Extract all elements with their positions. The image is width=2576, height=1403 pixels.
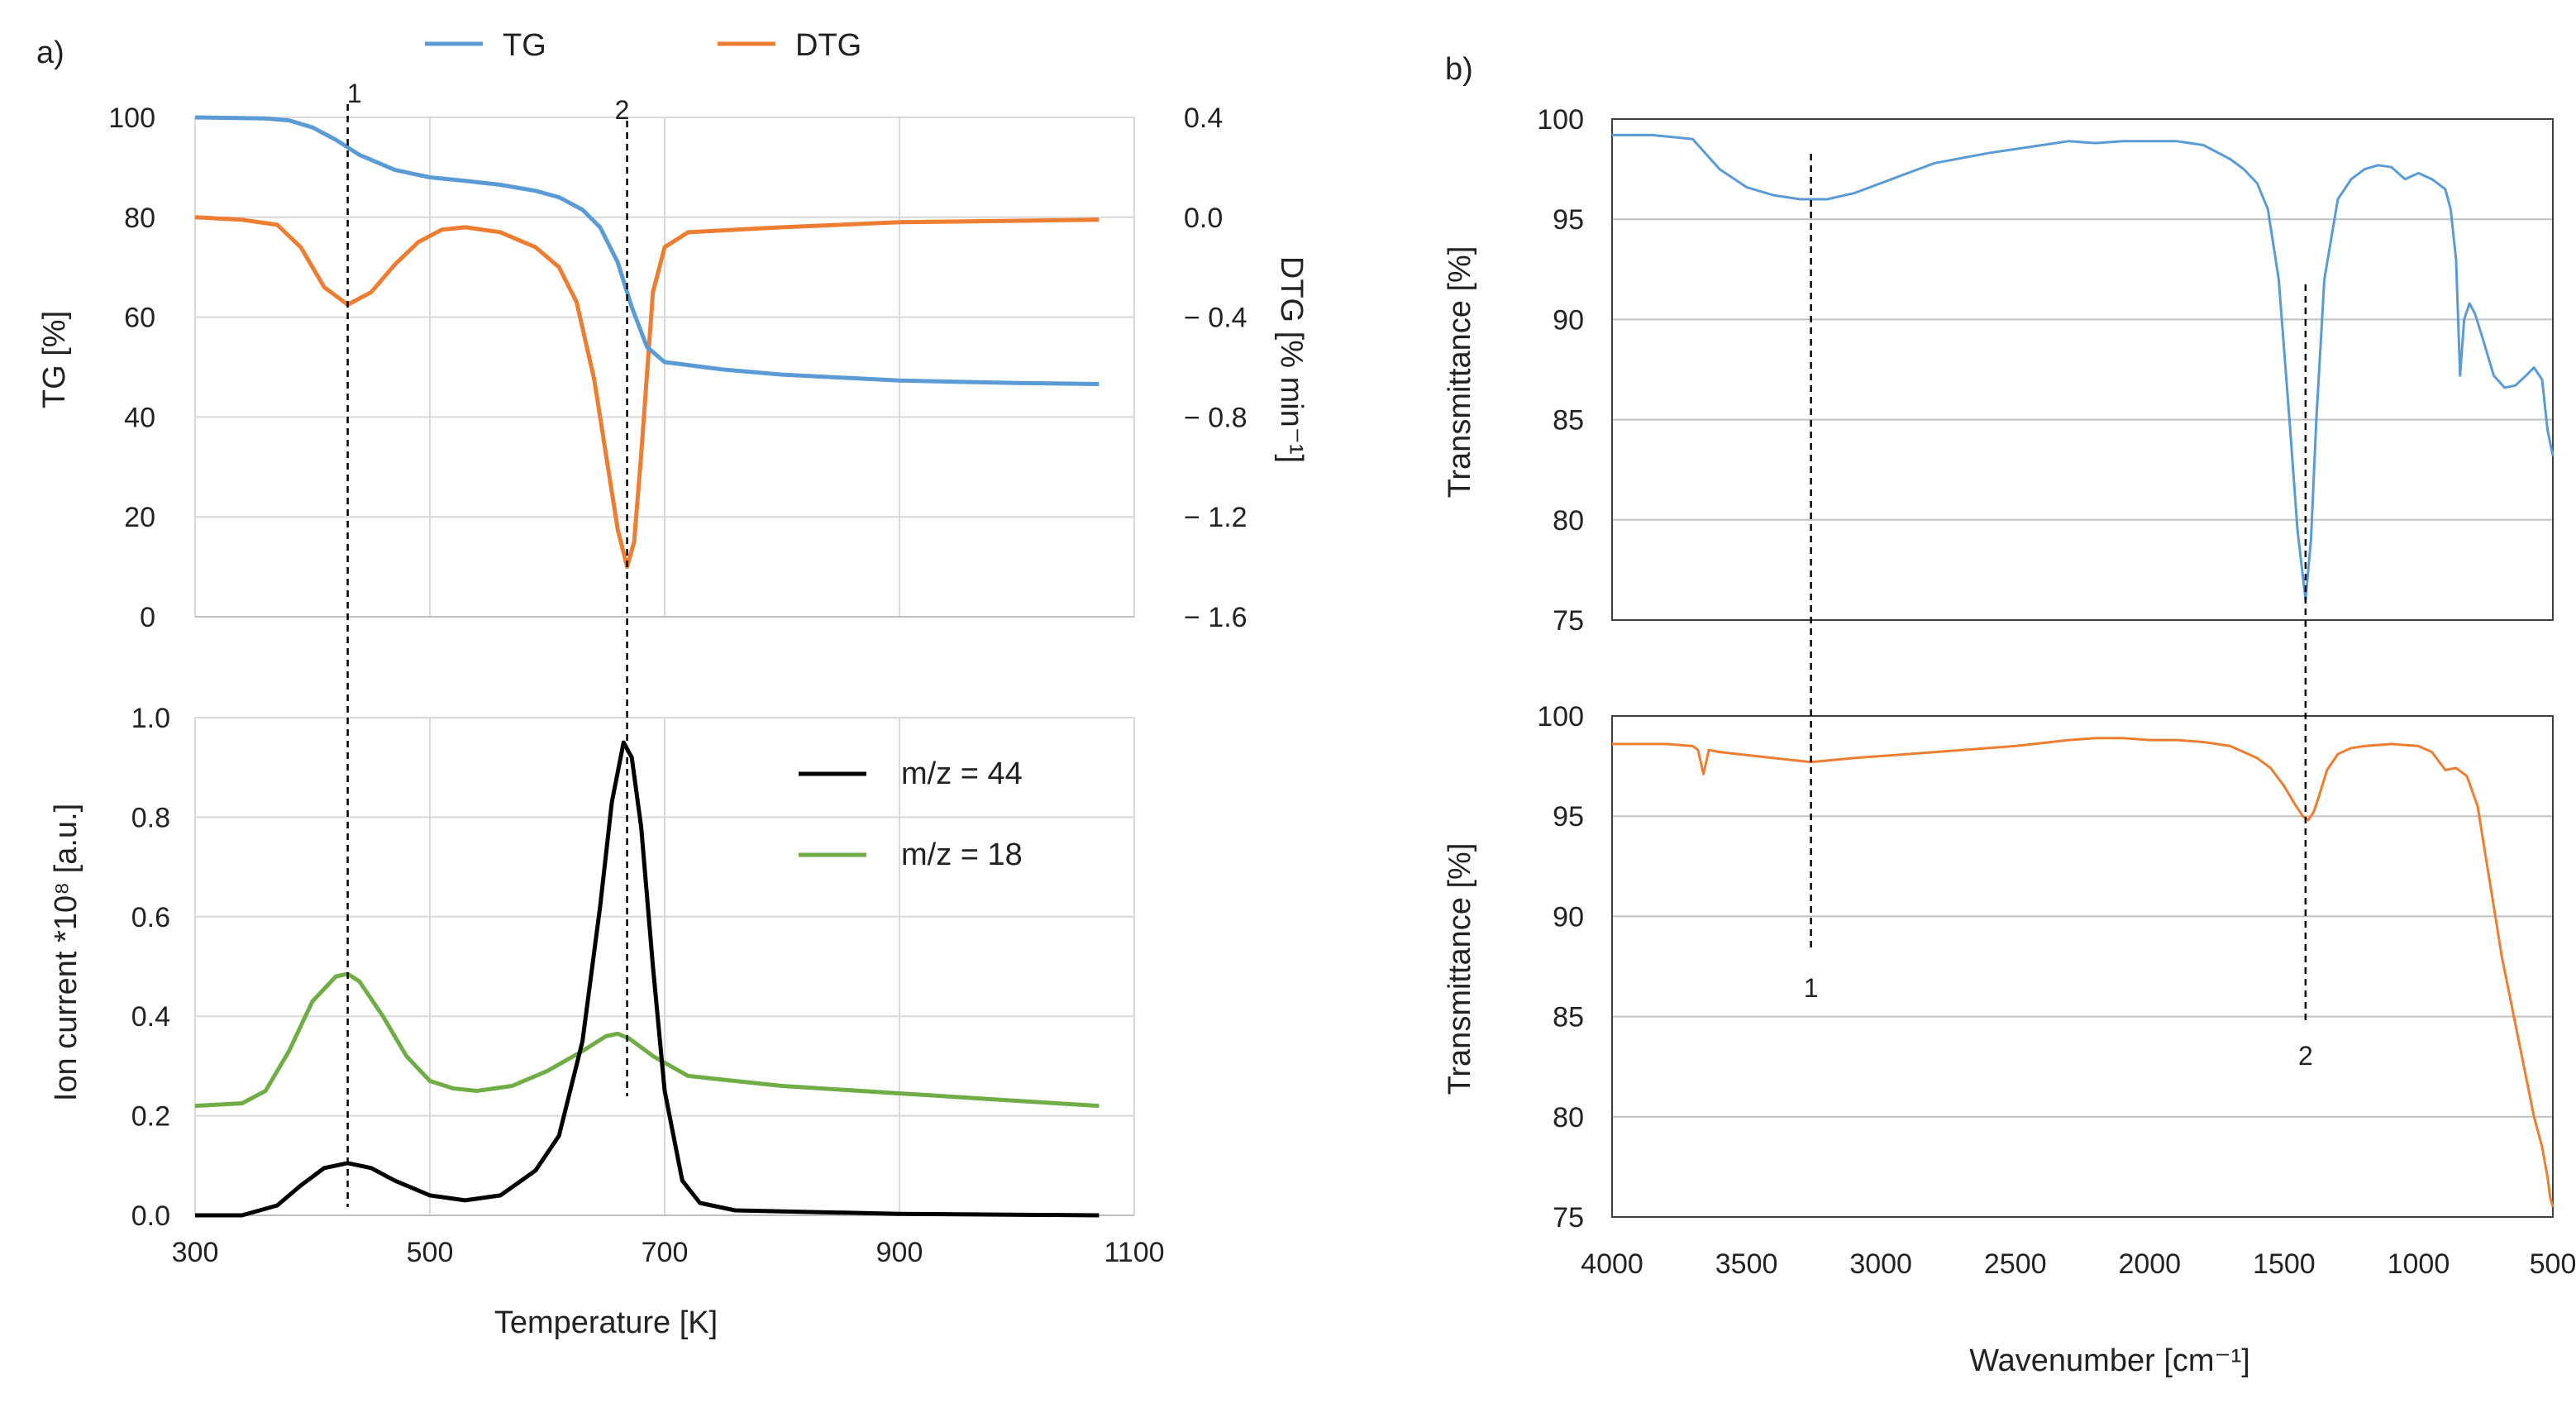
temperature-axis-label: Temperature [K] [494, 1305, 718, 1340]
ion-series [194, 740, 1100, 1218]
dtg-y-tick: − 1.6 [1184, 602, 1247, 633]
ion-gridlines [194, 717, 1135, 1216]
ftir-bottom-spectrum [1612, 737, 2555, 1208]
dtg-y-tick: 0.0 [1184, 203, 1223, 234]
dtg-y-tick-labels: 0.4 0.0 − 0.4 − 0.8 − 1.2 − 1.6 [1184, 103, 1247, 633]
wavenumber-x-tick: 3500 [1715, 1248, 1778, 1280]
temperature-x-tick: 900 [876, 1237, 923, 1268]
ion-y-tick: 0.6 [131, 902, 170, 933]
tga-marker-2-label: 2 [615, 95, 630, 125]
ftir-top-y-tick: 90 [1553, 304, 1584, 336]
ftir-bottom-y-tick: 90 [1553, 901, 1584, 933]
tg-y-tick: 20 [124, 502, 155, 533]
ftir-marker-1-label: 1 [1804, 973, 1819, 1003]
tg-line [194, 115, 1100, 386]
ftir-bottom-y-axis-label: Transmittance [%] [1443, 843, 1477, 1095]
tg-y-tick-labels: 0 20 40 60 80 100 [108, 103, 155, 633]
legend-mz44-label: m/z = 44 [901, 756, 1023, 791]
ftir-bottom-series [1612, 737, 2555, 1208]
ftir-top-y-tick-labels: 75 80 85 90 95 100 [1537, 104, 1584, 637]
dtg-y-tick: − 0.4 [1184, 303, 1247, 334]
ion-legend: m/z = 44 m/z = 18 [799, 756, 1023, 872]
dtg-y-axis-label: DTG [% min⁻¹] [1274, 256, 1309, 463]
dtg-line [194, 215, 1100, 570]
ftir-x-tick-labels: 4000 3500 3000 2500 2000 1500 1000 500 [1581, 1248, 2576, 1280]
tg-y-tick: 60 [124, 303, 155, 334]
wavenumber-x-tick: 2000 [2118, 1248, 2181, 1280]
ftir-bottom-frame [1611, 715, 2554, 1218]
ion-y-tick: 1.0 [131, 703, 170, 734]
ftir-bottom-y-tick: 85 [1553, 1002, 1584, 1033]
dtg-y-tick: − 0.8 [1184, 402, 1247, 433]
ftir-top-y-tick: 100 [1537, 104, 1584, 136]
tg-gridlines [194, 117, 1135, 618]
ftir-bottom-y-tick-labels: 75 80 85 90 95 100 [1537, 701, 1584, 1234]
ion-y-tick-labels: 0.0 0.2 0.4 0.6 0.8 1.0 [131, 703, 170, 1232]
ftir-top-y-tick: 85 [1553, 405, 1584, 437]
ion-current-chart: 0.0 0.2 0.4 0.6 0.8 1.0 300 500 700 900 1100 Ion … [49, 703, 1165, 1340]
ftir-top-y-axis-label: Transmittance [%] [1443, 246, 1477, 499]
ftir-bottom-y-tick: 75 [1553, 1202, 1584, 1234]
tga-marker-1-label: 1 [347, 79, 362, 108]
ftir-top-spectrum [1612, 133, 2555, 602]
wavenumber-x-tick: 1500 [2253, 1248, 2316, 1280]
ion-y-tick: 0.4 [131, 1001, 170, 1033]
ftir-top-chart: 75 80 85 90 95 100 Transmittance [%] [1443, 104, 2555, 637]
legend-mz18-label: m/z = 18 [901, 838, 1023, 872]
ftir-top-series [1612, 133, 2555, 602]
tg-y-tick: 80 [124, 203, 155, 234]
wavenumber-axis-label: Wavenumber [cm⁻¹] [1969, 1343, 2250, 1378]
ion-y-tick: 0.2 [131, 1101, 170, 1133]
ftir-bottom-y-tick: 100 [1537, 701, 1584, 733]
ftir-top-frame [1611, 118, 2554, 621]
ion-x-tick-labels: 300 500 700 900 1100 [172, 1237, 1165, 1268]
temperature-x-tick: 500 [407, 1237, 454, 1268]
wavenumber-x-tick: 4000 [1581, 1248, 1643, 1280]
ftir-top-gridlines [1611, 118, 2554, 621]
ion-y-tick: 0.0 [131, 1200, 170, 1232]
legend-tg-dtg: TG DTG [425, 28, 861, 63]
wavenumber-x-tick: 500 [2530, 1248, 2576, 1280]
ftir-top-y-tick: 80 [1553, 505, 1584, 537]
wavenumber-x-tick: 2500 [1984, 1248, 2047, 1280]
ftir-marker-2-label: 2 [2298, 1041, 2313, 1071]
peak-markers: 1 2 1 2 [346, 79, 2313, 1207]
temperature-x-tick: 700 [642, 1237, 689, 1268]
ion-y-tick: 0.8 [131, 802, 170, 833]
ftir-bottom-y-tick: 80 [1553, 1102, 1584, 1133]
dtg-y-tick: − 1.2 [1184, 502, 1247, 533]
panel-b-label: b) [1445, 52, 1473, 87]
tg-y-tick: 40 [124, 402, 155, 433]
tg-y-tick: 0 [140, 602, 155, 633]
dtg-y-tick: 0.4 [1184, 103, 1223, 134]
tg-y-axis-label: TG [%] [37, 311, 72, 408]
ftir-bottom-y-tick: 95 [1553, 801, 1584, 833]
ftir-bottom-gridlines [1611, 715, 2554, 1218]
tg-dtg-series [194, 115, 1100, 570]
panel-a-label: a) [36, 36, 64, 70]
wavenumber-x-tick: 1000 [2388, 1248, 2450, 1280]
wavenumber-x-tick: 3000 [1849, 1248, 1912, 1280]
mz44-line [195, 740, 1100, 1218]
ftir-top-y-tick: 95 [1553, 204, 1584, 236]
temperature-x-tick: 1100 [1104, 1237, 1164, 1268]
tg-y-tick: 100 [108, 103, 155, 134]
legend-tg-label: TG [503, 28, 546, 63]
mz18-line [194, 971, 1100, 1109]
ftir-top-y-tick: 75 [1553, 605, 1584, 637]
temperature-x-tick: 300 [172, 1237, 219, 1268]
ion-y-axis-label: Ion current *10⁸ [a.u.] [49, 804, 83, 1101]
legend-dtg-label: DTG [795, 28, 861, 63]
